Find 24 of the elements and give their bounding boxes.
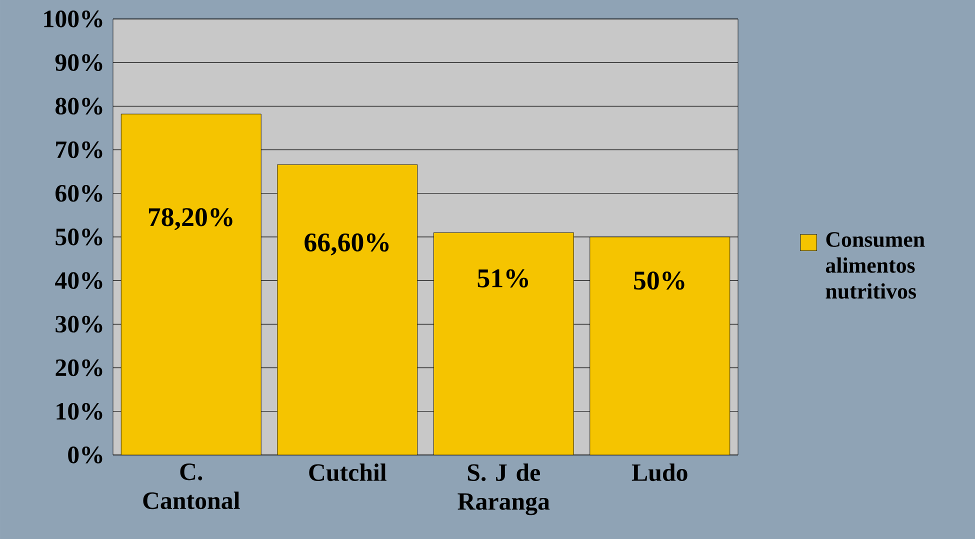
- x-tick-label: Ludo: [632, 463, 688, 482]
- bar: [277, 164, 418, 455]
- y-tick-label: 100%: [44, 10, 102, 28]
- x-tick-label: C. Cantonal: [143, 463, 240, 510]
- y-tick-label: 70%: [56, 141, 102, 158]
- y-tick-label: 40%: [55, 272, 102, 290]
- data-label: 78,20%: [148, 208, 232, 230]
- data-label: 66,60%: [304, 233, 389, 256]
- y-tick-label: 50%: [56, 228, 102, 246]
- y-tick-label: 20%: [56, 359, 102, 376]
- bar: [590, 236, 730, 455]
- x-tick-label: Cutchil: [309, 463, 386, 482]
- y-tick-label: 60%: [56, 184, 102, 202]
- bar: [120, 114, 262, 455]
- y-tick-label: 10%: [56, 402, 102, 420]
- data-label: 50%: [634, 271, 684, 290]
- x-tick-label: S. J de Raranga: [458, 463, 550, 516]
- y-tick-label: 0%: [68, 446, 102, 464]
- y-tick-label: 90%: [55, 54, 102, 72]
- legend-label: Consumen alimentos nutritivos: [826, 232, 925, 299]
- bar: [433, 232, 574, 455]
- y-tick-label: 30%: [56, 316, 102, 333]
- y-tick-label: 80%: [56, 98, 102, 115]
- data-label: 51%: [478, 269, 528, 288]
